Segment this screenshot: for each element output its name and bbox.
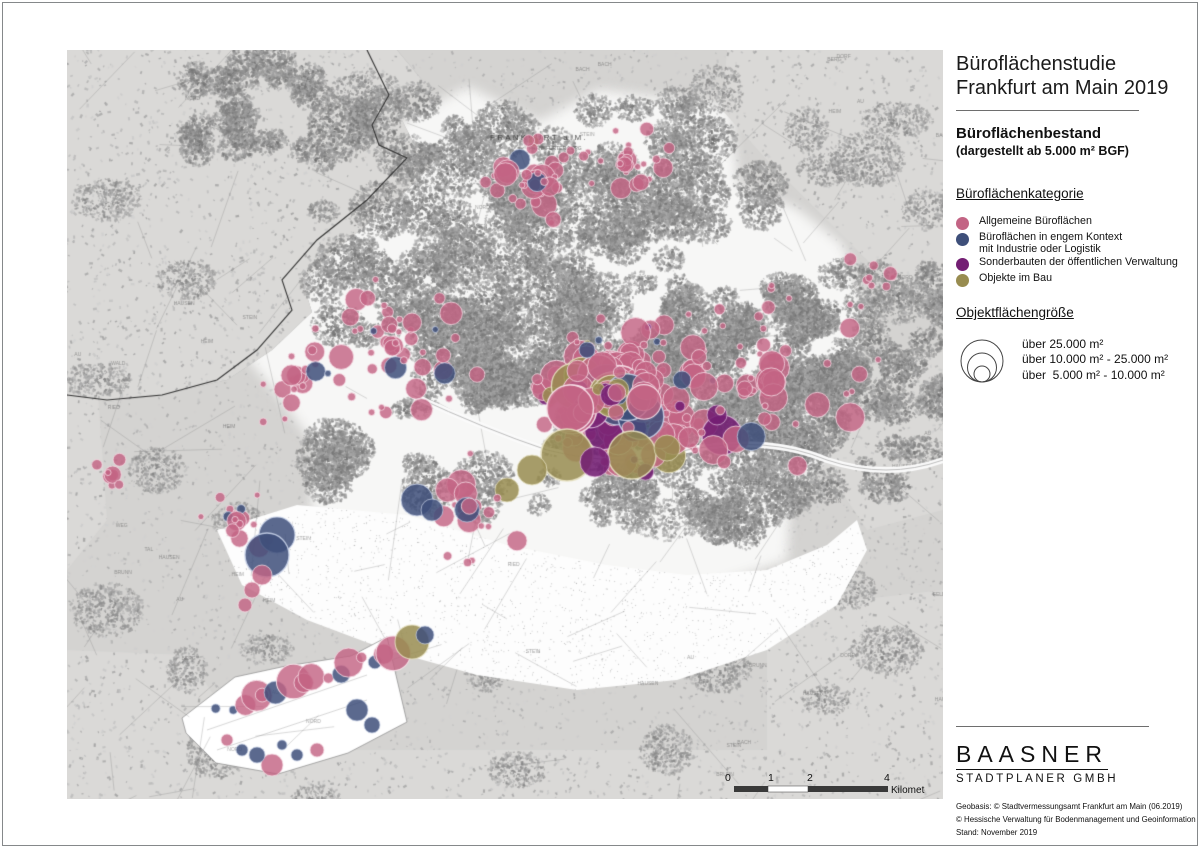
svg-text:2: 2 xyxy=(807,772,813,784)
svg-text:4: 4 xyxy=(884,772,890,784)
svg-text:0: 0 xyxy=(725,772,731,784)
svg-text:Kilometer: Kilometer xyxy=(891,785,925,796)
svg-text:1: 1 xyxy=(768,772,774,784)
